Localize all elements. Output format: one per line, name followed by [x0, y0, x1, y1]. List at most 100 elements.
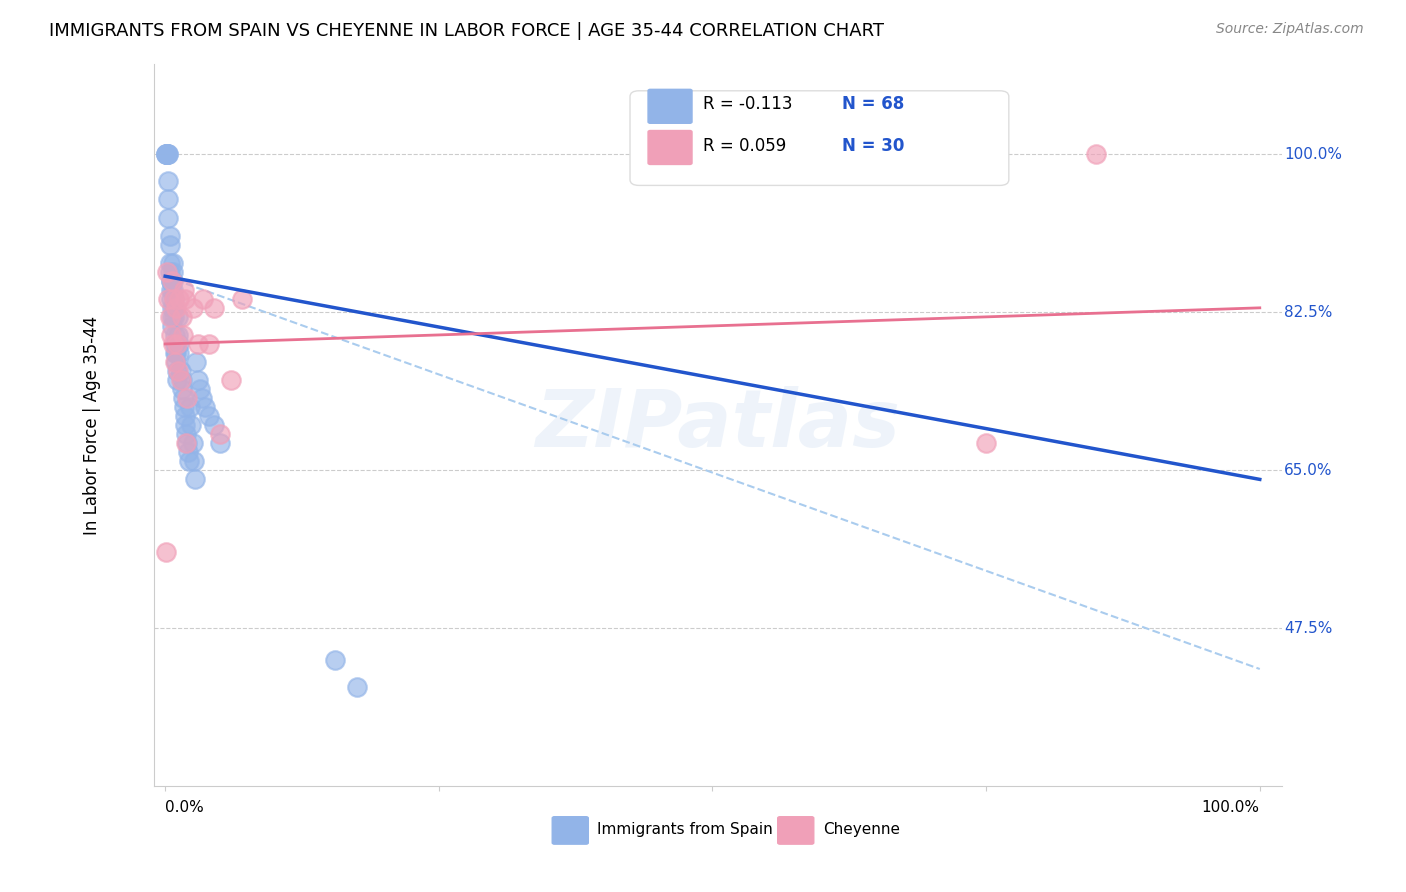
Point	[160, 274, 183, 288]
Text: N = 68: N = 68	[842, 95, 904, 112]
Point	[323, 653, 346, 667]
Point	[159, 283, 181, 297]
Text: 47.5%: 47.5%	[1284, 621, 1333, 636]
Point	[159, 327, 181, 342]
Text: N = 30: N = 30	[842, 136, 904, 154]
Point	[170, 373, 193, 387]
Point	[159, 310, 181, 324]
Point	[346, 680, 368, 694]
Point	[159, 228, 181, 243]
Point	[155, 544, 177, 558]
Point	[166, 337, 188, 351]
Point	[167, 327, 190, 342]
Text: 0.0%: 0.0%	[165, 800, 204, 815]
Point	[159, 274, 181, 288]
FancyBboxPatch shape	[648, 130, 692, 164]
Point	[165, 301, 187, 315]
Point	[194, 400, 217, 414]
Point	[170, 310, 193, 324]
Point	[155, 147, 177, 161]
Point	[162, 283, 184, 297]
Point	[198, 409, 221, 424]
Text: R = 0.059: R = 0.059	[703, 136, 786, 154]
Point	[163, 292, 186, 306]
Point	[191, 391, 214, 405]
Point	[157, 147, 180, 161]
Point	[165, 337, 187, 351]
Point	[184, 472, 207, 486]
FancyBboxPatch shape	[553, 817, 588, 844]
Point	[157, 211, 180, 225]
Point	[204, 301, 226, 315]
Point	[159, 274, 181, 288]
Point	[193, 292, 215, 306]
Point	[160, 301, 183, 315]
Point	[180, 418, 202, 433]
Point	[162, 337, 184, 351]
Point	[208, 427, 231, 442]
Text: Source: ZipAtlas.com: Source: ZipAtlas.com	[1216, 22, 1364, 37]
Point	[184, 355, 207, 369]
Point	[173, 418, 195, 433]
Point	[974, 436, 997, 450]
Text: 82.5%: 82.5%	[1284, 305, 1333, 320]
Point	[231, 292, 253, 306]
Point	[219, 373, 242, 387]
Point	[181, 436, 204, 450]
Point	[181, 301, 204, 315]
Point	[169, 373, 191, 387]
Text: 100.0%: 100.0%	[1202, 800, 1260, 815]
Point	[162, 274, 184, 288]
Point	[172, 327, 194, 342]
Text: In Labor Force | Age 35-44: In Labor Force | Age 35-44	[83, 316, 101, 535]
Text: ZIPatlas: ZIPatlas	[536, 386, 900, 464]
Point	[159, 237, 181, 252]
Point	[155, 147, 177, 161]
Point	[169, 292, 191, 306]
Point	[156, 147, 179, 161]
Point	[179, 454, 201, 468]
Point	[167, 310, 190, 324]
Point	[163, 310, 186, 324]
Point	[165, 355, 187, 369]
Point	[172, 391, 194, 405]
FancyBboxPatch shape	[630, 91, 1010, 186]
Point	[174, 427, 197, 442]
Point	[188, 382, 211, 396]
Point	[159, 256, 181, 270]
Point	[165, 346, 187, 360]
Point	[169, 364, 191, 378]
Point	[187, 373, 209, 387]
Point	[204, 418, 226, 433]
Text: IMMIGRANTS FROM SPAIN VS CHEYENNE IN LABOR FORCE | AGE 35-44 CORRELATION CHART: IMMIGRANTS FROM SPAIN VS CHEYENNE IN LAB…	[49, 22, 884, 40]
Point	[167, 364, 190, 378]
Point	[155, 147, 177, 161]
Text: R = -0.113: R = -0.113	[703, 95, 793, 112]
Text: 100.0%: 100.0%	[1284, 147, 1341, 161]
Point	[163, 327, 186, 342]
Point	[169, 346, 191, 360]
Point	[160, 310, 183, 324]
Point	[173, 400, 195, 414]
Point	[166, 364, 188, 378]
Point	[170, 382, 193, 396]
FancyBboxPatch shape	[778, 817, 814, 844]
Point	[159, 292, 181, 306]
Point	[157, 292, 180, 306]
Point	[208, 436, 231, 450]
Point	[157, 147, 180, 161]
Point	[174, 436, 197, 450]
Point	[173, 409, 195, 424]
Text: Immigrants from Spain: Immigrants from Spain	[598, 822, 773, 838]
Point	[159, 265, 181, 279]
Point	[156, 147, 179, 161]
Point	[157, 193, 180, 207]
Point	[163, 301, 186, 315]
Point	[198, 337, 221, 351]
Point	[1084, 147, 1107, 161]
Point	[187, 337, 209, 351]
Point	[156, 147, 179, 161]
Point	[160, 318, 183, 333]
Point	[163, 355, 186, 369]
Text: Cheyenne: Cheyenne	[823, 822, 900, 838]
